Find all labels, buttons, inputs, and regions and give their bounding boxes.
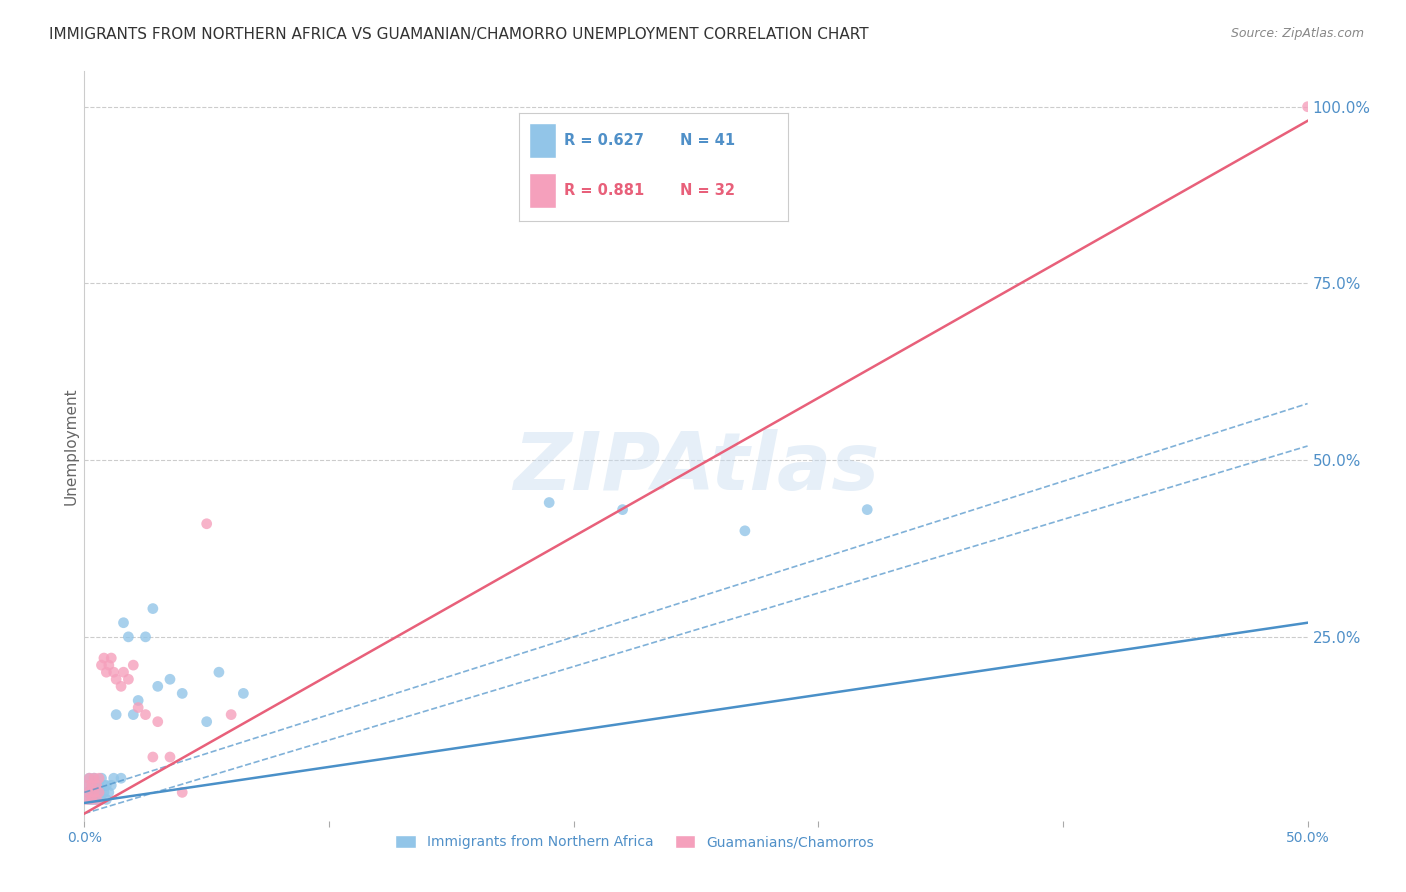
Point <box>80 792 103 806</box>
Point <box>83 792 105 806</box>
Point <box>112 665 135 680</box>
Point <box>122 658 145 673</box>
Point <box>195 516 218 531</box>
Point <box>90 792 112 806</box>
Point <box>612 502 634 516</box>
Point <box>80 778 103 792</box>
Point <box>87 778 110 792</box>
Point <box>127 700 149 714</box>
Point <box>77 785 100 799</box>
Point <box>93 778 115 792</box>
Point <box>87 785 110 799</box>
Point <box>97 785 120 799</box>
Point <box>117 673 139 687</box>
Point <box>127 693 149 707</box>
Point <box>100 778 122 792</box>
Point <box>122 707 145 722</box>
Point <box>77 792 100 806</box>
Point <box>76 778 98 792</box>
Point <box>77 771 100 785</box>
Text: IMMIGRANTS FROM NORTHERN AFRICA VS GUAMANIAN/CHAMORRO UNEMPLOYMENT CORRELATION C: IMMIGRANTS FROM NORTHERN AFRICA VS GUAMA… <box>49 27 869 42</box>
Point <box>90 771 112 785</box>
Point <box>97 658 120 673</box>
Point <box>93 651 115 665</box>
Point <box>142 750 165 764</box>
Point <box>208 665 231 680</box>
Point <box>86 778 108 792</box>
Point <box>96 665 118 680</box>
Point <box>103 665 125 680</box>
Point <box>159 673 181 687</box>
Point <box>93 785 115 799</box>
Point <box>232 686 254 700</box>
Point <box>96 792 118 806</box>
Point <box>100 651 122 665</box>
Point <box>1296 100 1319 114</box>
Point <box>96 778 118 792</box>
Point <box>159 750 181 764</box>
Y-axis label: Unemployment: Unemployment <box>63 387 79 505</box>
Text: Source: ZipAtlas.com: Source: ZipAtlas.com <box>1230 27 1364 40</box>
Point <box>87 785 110 799</box>
Point <box>172 785 194 799</box>
Point <box>86 792 108 806</box>
Point <box>146 679 169 693</box>
Point <box>112 615 135 630</box>
Point <box>76 785 98 799</box>
Legend: Immigrants from Northern Africa, Guamanians/Chamorros: Immigrants from Northern Africa, Guamani… <box>389 830 880 855</box>
Point <box>135 630 157 644</box>
Point <box>83 771 105 785</box>
Point <box>117 630 139 644</box>
Point <box>80 778 103 792</box>
Point <box>105 707 128 722</box>
Point <box>219 707 242 722</box>
Point <box>195 714 218 729</box>
Point <box>80 792 103 806</box>
Point <box>83 785 105 799</box>
Point <box>76 778 98 792</box>
Point <box>83 771 105 785</box>
Point <box>142 601 165 615</box>
Point <box>135 707 157 722</box>
Point <box>110 771 132 785</box>
Point <box>76 792 98 806</box>
Point <box>77 771 100 785</box>
Point <box>734 524 756 538</box>
Point <box>80 785 103 799</box>
Point <box>146 714 169 729</box>
Point <box>83 785 105 799</box>
Point <box>856 502 879 516</box>
Text: ZIPAtlas: ZIPAtlas <box>513 429 879 508</box>
Point <box>105 673 128 687</box>
Point <box>110 679 132 693</box>
Point <box>538 495 561 509</box>
Point <box>90 658 112 673</box>
Point <box>172 686 194 700</box>
Point <box>87 771 110 785</box>
Point <box>103 771 125 785</box>
Point <box>86 778 108 792</box>
Point <box>86 792 108 806</box>
